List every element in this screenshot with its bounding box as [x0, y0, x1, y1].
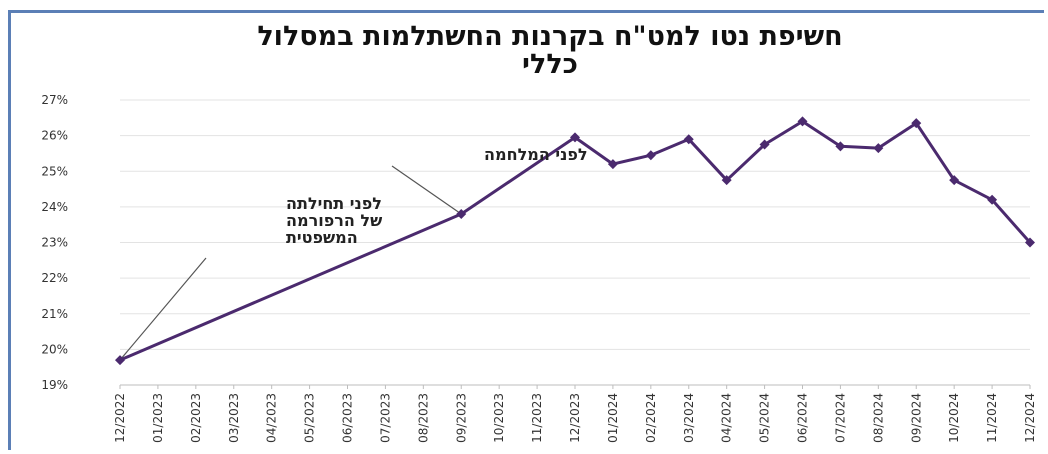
- x-tick-label: 06/2023: [341, 393, 355, 443]
- chart-frame: [8, 10, 1044, 450]
- annotation-leader-line: [391, 165, 462, 215]
- x-tick-label: 04/2023: [265, 393, 279, 443]
- x-tick-label: 11/2024: [985, 393, 999, 443]
- x-tick-label: 08/2024: [871, 393, 885, 443]
- y-tick-label: 23%: [41, 236, 68, 250]
- x-tick-label: 09/2023: [454, 393, 468, 443]
- x-tick-label: 10/2024: [947, 393, 961, 443]
- y-tick-label: 26%: [41, 129, 68, 143]
- x-tick-label: 02/2024: [644, 393, 658, 443]
- x-tick-label: 01/2023: [151, 393, 165, 443]
- x-tick-label: 01/2024: [606, 393, 620, 443]
- data-point: [949, 175, 960, 186]
- x-tick-label: 12/2022: [113, 393, 127, 443]
- x-tick-label: 02/2023: [189, 393, 203, 443]
- data-point: [835, 141, 846, 152]
- x-tick-label: 06/2024: [796, 393, 810, 443]
- data-point: [873, 143, 884, 154]
- annotation-label: לפני תחילתה: [286, 194, 382, 213]
- x-tick-label: 05/2023: [303, 393, 317, 443]
- data-point: [570, 132, 580, 143]
- y-tick-label: 19%: [41, 378, 68, 392]
- chart-title-line-1: חשיפת נטו למט"ח בקרנות החשתלמות במסלול: [257, 21, 843, 52]
- x-tick-label: 04/2024: [720, 393, 734, 443]
- x-tick-label: 11/2023: [530, 393, 544, 443]
- y-tick-label: 22%: [41, 271, 68, 285]
- annotation-label: של הרפורמה: [286, 211, 382, 230]
- y-tick-label: 20%: [41, 342, 68, 356]
- y-tick-label: 25%: [41, 164, 68, 178]
- x-tick-label: 08/2023: [416, 393, 430, 443]
- x-tick-label: 10/2023: [492, 393, 506, 443]
- x-tick-label: 12/2023: [568, 393, 582, 443]
- y-tick-label: 21%: [41, 307, 68, 321]
- data-point: [456, 209, 467, 219]
- data-point: [645, 150, 656, 161]
- data-point: [1025, 237, 1035, 248]
- x-tick-label: 09/2024: [909, 393, 923, 443]
- y-tick-label: 27%: [41, 93, 68, 107]
- data-point: [987, 194, 998, 205]
- x-tick-label: 07/2023: [378, 393, 392, 443]
- data-point: [115, 355, 125, 366]
- y-tick-label: 24%: [41, 200, 68, 214]
- x-tick-label: 05/2024: [758, 393, 772, 443]
- data-point: [797, 116, 808, 127]
- x-tick-label: 03/2023: [227, 393, 241, 443]
- data-point: [683, 134, 694, 145]
- data-point: [759, 139, 770, 150]
- annotation-label: המשפטית: [286, 228, 358, 247]
- x-tick-label: 12/2024: [1023, 393, 1037, 443]
- annotation-label: לפני המלחמה: [484, 145, 588, 164]
- data-point: [721, 175, 732, 186]
- chart-title-line-2: כללי: [522, 49, 578, 80]
- x-tick-label: 07/2024: [833, 393, 847, 443]
- data-point: [911, 118, 922, 129]
- annotation-leader-line: [119, 257, 207, 361]
- x-tick-label: 03/2024: [682, 393, 696, 443]
- data-point: [607, 159, 618, 170]
